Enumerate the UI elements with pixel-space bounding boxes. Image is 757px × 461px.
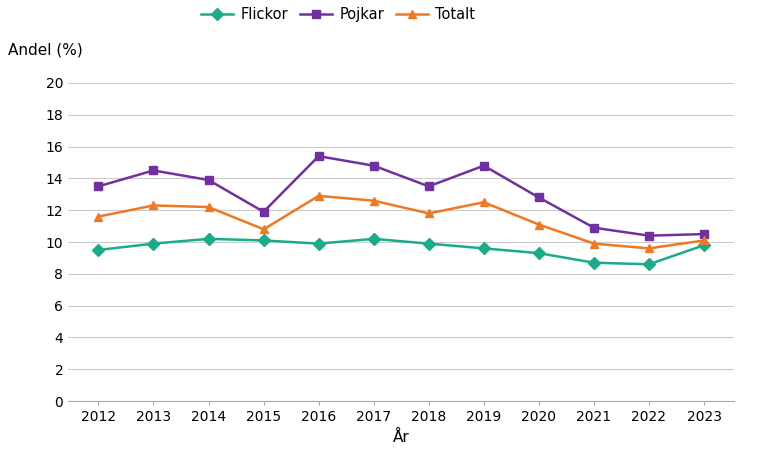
- Legend: Flickor, Pojkar, Totalt: Flickor, Pojkar, Totalt: [195, 1, 481, 28]
- Pojkar: [259, 209, 268, 214]
- Flickor: [479, 246, 488, 251]
- Flickor: [534, 250, 544, 256]
- Totalt: [590, 241, 599, 246]
- Flickor: [259, 238, 268, 243]
- Totalt: [314, 193, 323, 199]
- Flickor: [149, 241, 158, 246]
- Flickor: [590, 260, 599, 266]
- Pojkar: [424, 183, 433, 189]
- Flickor: [644, 261, 653, 267]
- Flickor: [204, 236, 213, 242]
- Flickor: [424, 241, 433, 246]
- Line: Pojkar: Pojkar: [94, 152, 709, 240]
- Line: Totalt: Totalt: [94, 192, 709, 253]
- Pojkar: [479, 163, 488, 168]
- Totalt: [149, 203, 158, 208]
- Pojkar: [369, 163, 378, 168]
- Flickor: [369, 236, 378, 242]
- Totalt: [424, 211, 433, 216]
- Pojkar: [149, 168, 158, 173]
- Pojkar: [644, 233, 653, 238]
- Pojkar: [534, 195, 544, 200]
- Totalt: [644, 246, 653, 251]
- Flickor: [94, 247, 103, 253]
- Pojkar: [590, 225, 599, 230]
- Line: Flickor: Flickor: [94, 235, 709, 268]
- Totalt: [94, 214, 103, 219]
- Totalt: [204, 204, 213, 210]
- Totalt: [534, 222, 544, 227]
- Text: Andel (%): Andel (%): [8, 42, 83, 58]
- Totalt: [259, 226, 268, 232]
- Pojkar: [94, 183, 103, 189]
- Totalt: [699, 238, 709, 243]
- Totalt: [369, 198, 378, 203]
- Flickor: [699, 242, 709, 248]
- Flickor: [314, 241, 323, 246]
- Pojkar: [699, 231, 709, 237]
- Pojkar: [314, 154, 323, 159]
- Totalt: [479, 200, 488, 205]
- X-axis label: År: År: [393, 430, 410, 445]
- Pojkar: [204, 177, 213, 183]
